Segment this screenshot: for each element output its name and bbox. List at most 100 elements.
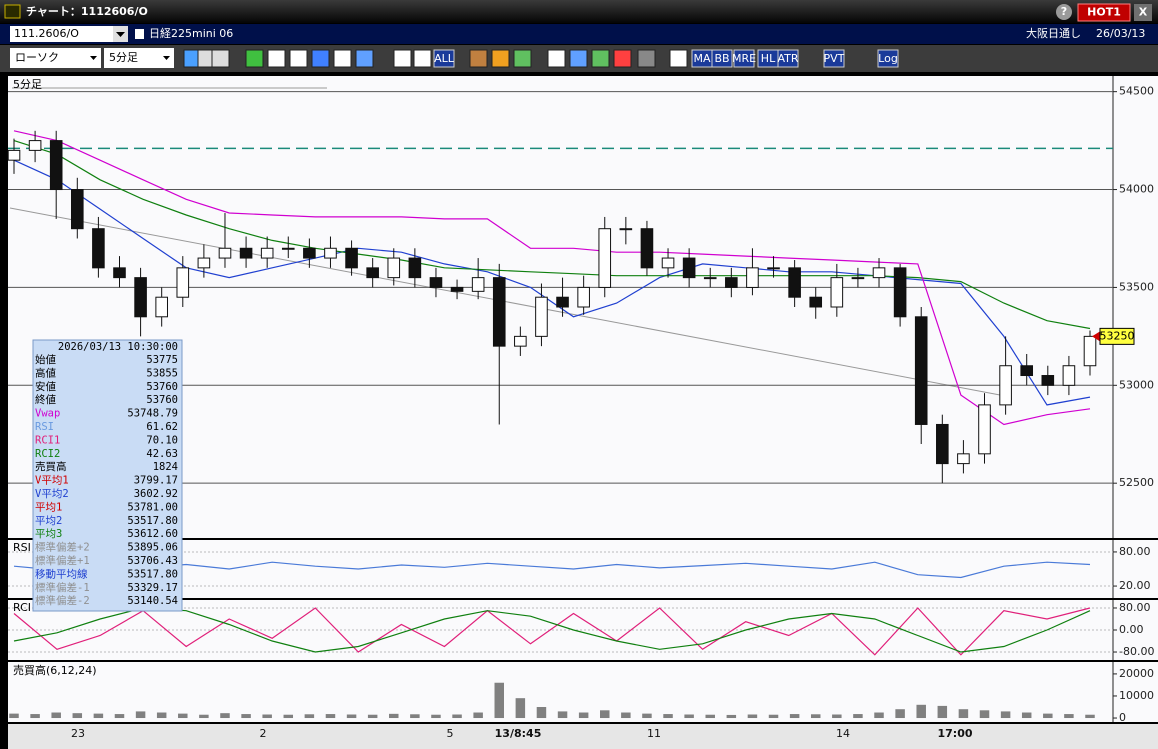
info-value: 53517.80 — [127, 568, 178, 580]
candle-body — [809, 296, 823, 308]
volume-bar — [72, 713, 83, 719]
y-tick-label: 52500 — [1119, 476, 1154, 489]
panel-title: 5分足 — [13, 78, 42, 91]
info-label: 高値 — [35, 366, 56, 379]
tool-button[interactable] — [267, 49, 286, 68]
info-header: 2026/03/13 10:30:00 — [58, 341, 178, 353]
candle-body — [851, 277, 865, 280]
volume-bar — [452, 714, 462, 719]
info-label: 始値 — [35, 353, 56, 366]
interval-text: 5分足 — [109, 51, 138, 64]
tool-button[interactable] — [355, 49, 374, 68]
interval-select[interactable] — [104, 48, 174, 68]
candle-body — [70, 189, 84, 230]
info-label: 平均3 — [35, 528, 62, 540]
tool-button[interactable] — [569, 49, 588, 68]
tool-label: MRE — [732, 52, 756, 65]
volume-bar — [346, 714, 357, 719]
tool-button[interactable] — [433, 49, 455, 68]
info-label: V平均2 — [35, 488, 69, 500]
volume-bar — [389, 713, 399, 719]
tool-button[interactable] — [669, 49, 688, 68]
info-value: 53612.60 — [127, 528, 178, 540]
volume-bar — [979, 710, 990, 719]
tool-label: ALL — [434, 52, 455, 65]
candle-body — [471, 277, 485, 292]
info-value: 53855 — [146, 367, 178, 379]
tool-button[interactable] — [877, 49, 899, 68]
candle-body — [260, 247, 274, 259]
info-value: 53748.79 — [127, 408, 178, 420]
x-tick-label: 17:00 — [937, 727, 972, 740]
candle-body — [218, 247, 232, 259]
hot-button[interactable] — [1077, 3, 1131, 22]
tool-label: ATR — [777, 52, 798, 65]
tool-button[interactable] — [711, 49, 733, 68]
tool-button[interactable] — [513, 49, 532, 68]
info-label: 安値 — [35, 380, 56, 393]
candle-body — [281, 247, 295, 250]
tool-button[interactable] — [211, 49, 230, 68]
tool-label: BB — [714, 52, 729, 65]
info-value: 61.62 — [146, 421, 178, 433]
tool-button[interactable] — [333, 49, 352, 68]
volume-bar — [916, 704, 926, 719]
name-icon — [135, 29, 144, 39]
info-value: 53706.43 — [127, 555, 178, 567]
volume-bar — [241, 714, 251, 719]
chart-type-select[interactable] — [10, 48, 101, 68]
candle-body — [978, 404, 991, 455]
tool-button[interactable] — [245, 49, 264, 68]
last-price-arrow — [1092, 331, 1100, 342]
candle-body — [514, 335, 527, 347]
close-button[interactable] — [1134, 4, 1152, 21]
candle-body — [429, 277, 443, 288]
volume-bar — [9, 713, 19, 719]
volume-bar — [705, 714, 715, 719]
tool-button[interactable] — [733, 49, 755, 68]
panel-title: 売買高(6,12,24) — [13, 663, 97, 677]
volume-bar — [1021, 712, 1032, 719]
info-value: 3799.17 — [134, 475, 178, 487]
candle-body — [830, 277, 844, 308]
tool-button[interactable] — [547, 49, 566, 68]
candle-body — [113, 267, 126, 279]
tool-button[interactable] — [637, 49, 656, 68]
x-tick-label: 23 — [71, 727, 85, 740]
info-label: 標準偏差+1 — [35, 554, 90, 567]
header-date: 26/03/13 — [1096, 27, 1145, 40]
series-line — [13, 159, 1091, 406]
volume-bar — [642, 713, 652, 719]
tool-button[interactable] — [591, 49, 610, 68]
panel-title: RSI — [13, 541, 31, 554]
info-label: 標準偏差+2 — [35, 541, 90, 554]
candle-body — [661, 257, 675, 269]
candle-body — [788, 267, 801, 298]
candle-body — [767, 267, 780, 270]
candle-body — [703, 277, 717, 280]
y-tick-label: 54500 — [1119, 85, 1154, 98]
tool-button[interactable] — [777, 49, 799, 68]
volume-bar — [599, 710, 610, 719]
tool-button[interactable] — [311, 49, 330, 68]
volume-bar — [937, 705, 948, 719]
info-value: 53895.06 — [127, 542, 178, 554]
help-button[interactable] — [1056, 4, 1072, 20]
candle-body — [872, 267, 886, 279]
volume-bar — [262, 714, 272, 719]
help-text: ? — [1061, 5, 1067, 18]
tool-button[interactable] — [823, 49, 845, 68]
tool-button[interactable] — [491, 49, 510, 68]
candle-body — [577, 286, 590, 308]
tool-button[interactable] — [289, 49, 308, 68]
tool-button[interactable] — [413, 49, 432, 68]
volume-bar — [283, 714, 294, 719]
tool-button[interactable] — [393, 49, 412, 68]
info-label: Vwap — [35, 408, 60, 420]
info-value: 53775 — [146, 354, 178, 366]
tool-button[interactable] — [613, 49, 632, 68]
time-axis — [8, 724, 1158, 749]
symbol-input[interactable] — [10, 26, 113, 42]
tool-button[interactable] — [469, 49, 488, 68]
volume-bar — [684, 714, 694, 719]
